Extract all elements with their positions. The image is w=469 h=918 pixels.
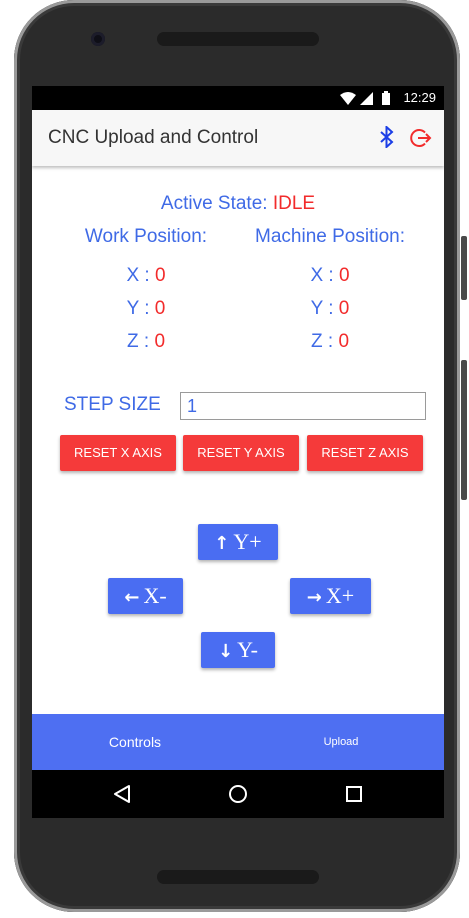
jog-y-plus-button[interactable]: ↑ Y+	[198, 524, 278, 560]
power-button	[461, 236, 467, 300]
machine-position-heading: Machine Position:	[255, 226, 405, 247]
jog-x-plus-button[interactable]: → X+	[290, 578, 371, 614]
jog-x-minus-button[interactable]: ← X-	[108, 578, 183, 614]
arrow-right-icon: →	[306, 587, 322, 608]
wifi-icon	[340, 92, 356, 105]
back-icon[interactable]	[113, 784, 131, 804]
reset-y-axis-button[interactable]: RESET Y AXIS	[183, 435, 299, 471]
jog-y-minus-label: Y-	[237, 637, 258, 662]
bluetooth-icon[interactable]	[380, 126, 394, 148]
active-state-value: IDLE	[272, 193, 316, 214]
status-time: 12:29	[403, 90, 436, 105]
step-size-label: STEP SIZE	[64, 394, 161, 415]
logout-icon[interactable]	[410, 127, 432, 149]
jog-y-minus-button[interactable]: ↓ Y-	[201, 632, 275, 668]
battery-icon	[382, 91, 390, 105]
machine-position-x: X : 0	[310, 265, 350, 286]
app-bar: CNC Upload and Control	[32, 110, 444, 166]
bottom-speaker	[157, 870, 319, 884]
tab-controls[interactable]: Controls	[108, 734, 162, 750]
status-bar: 12:29	[32, 86, 444, 110]
reset-x-axis-button[interactable]: RESET X AXIS	[60, 435, 176, 471]
work-position-heading: Work Position:	[84, 226, 208, 247]
bottom-nav: Controls Upload	[32, 714, 444, 770]
arrow-down-icon: ↓	[218, 641, 234, 662]
system-nav-bar	[32, 770, 444, 818]
reset-z-axis-button[interactable]: RESET Z AXIS	[307, 435, 423, 471]
jog-x-plus-label: X+	[325, 583, 355, 608]
home-icon[interactable]	[228, 784, 248, 804]
jog-y-plus-label: Y+	[233, 529, 262, 554]
jog-x-minus-label: X-	[143, 583, 167, 608]
arrow-up-icon: ↑	[214, 533, 230, 554]
screen: 12:29 CNC Upload and Control Active Stat…	[32, 86, 444, 818]
work-position: Work Position: X : 0 Y : 0 Z : 0	[43, 226, 249, 358]
signal-icon	[360, 92, 373, 105]
app-title: CNC Upload and Control	[48, 127, 259, 148]
earpiece-speaker	[157, 32, 319, 46]
arrow-left-icon: ←	[124, 587, 140, 608]
volume-button	[461, 360, 467, 500]
tab-upload[interactable]: Upload	[323, 736, 359, 748]
step-size-input[interactable]	[180, 392, 426, 420]
work-position-x: X : 0	[126, 265, 166, 286]
control-panel: Active State: IDLE Work Position: X : 0 …	[32, 166, 444, 714]
machine-position: Machine Position: X : 0 Y : 0 Z : 0	[227, 226, 433, 358]
work-position-z: Z : 0	[126, 331, 166, 352]
front-camera	[91, 32, 105, 46]
machine-position-z: Z : 0	[310, 331, 350, 352]
recents-icon[interactable]	[345, 785, 363, 803]
machine-position-y: Y : 0	[310, 298, 350, 319]
active-state: Active State: IDLE	[32, 193, 444, 215]
active-state-label: Active State:	[160, 193, 273, 214]
work-position-y: Y : 0	[126, 298, 166, 319]
